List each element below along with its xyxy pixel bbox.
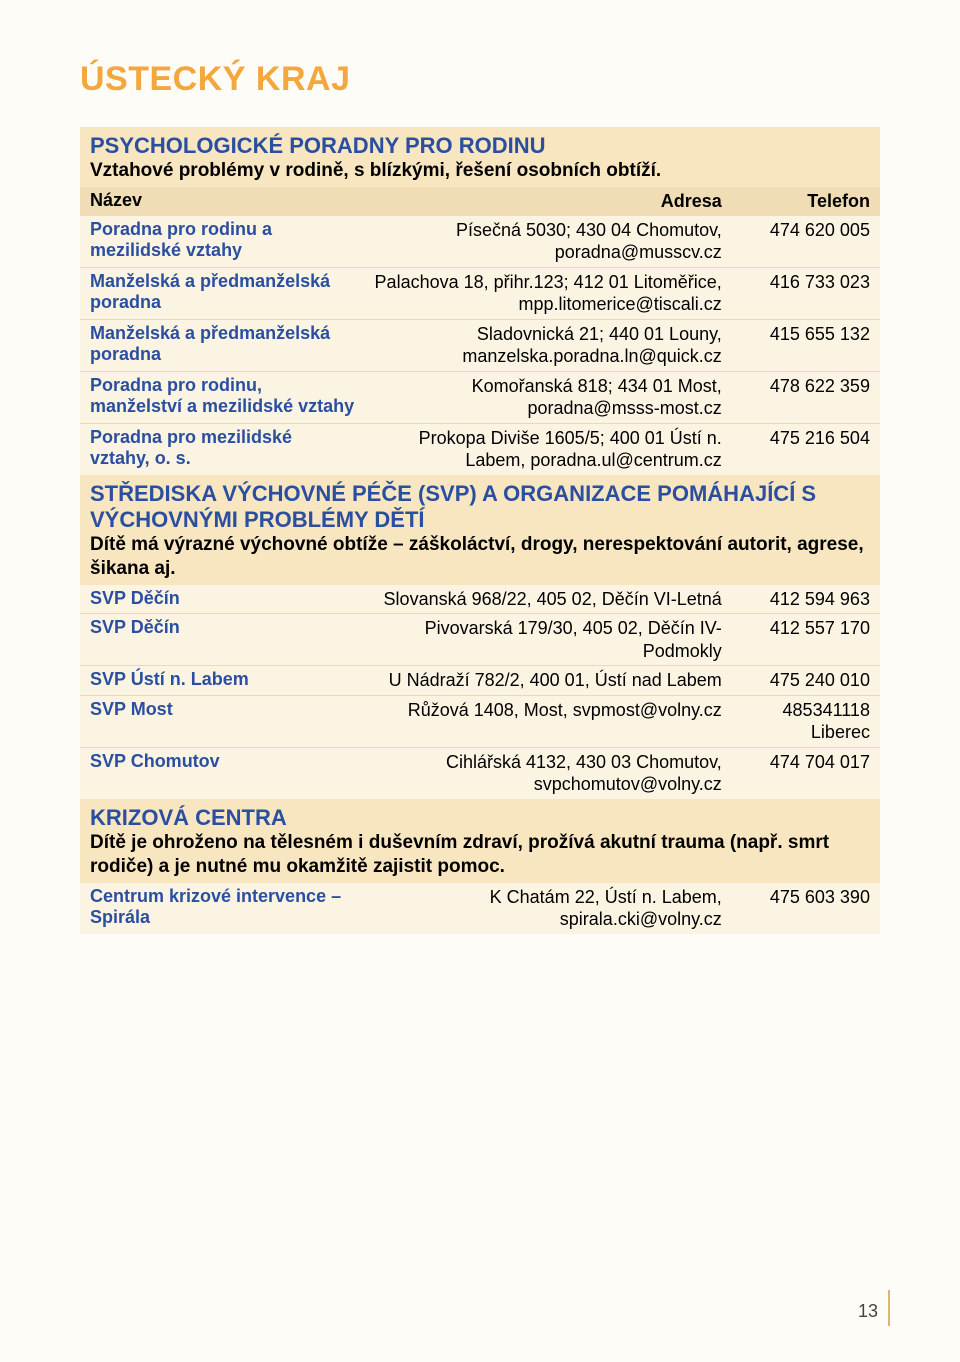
cell-tel: 474 704 017 (722, 751, 870, 774)
cell-addr: Růžová 1408, Most, svpmost@volny.cz (355, 699, 722, 722)
section-desc: Vztahové problémy v rodině, s blízkými, … (90, 159, 870, 183)
cell-name: SVP Most (90, 699, 355, 721)
cell-name: Manželská a předmanželská poradna (90, 323, 355, 366)
cell-tel: 475 603 390 (722, 886, 870, 909)
table-row: SVP Děčín Slovanská 968/22, 405 02, Děčí… (80, 585, 880, 615)
table-body-svp: SVP Děčín Slovanská 968/22, 405 02, Děčí… (80, 585, 880, 799)
cell-addr: Slovanská 968/22, 405 02, Děčín VI-Letná (355, 588, 722, 611)
table-row: Manželská a předmanželská poradna Sladov… (80, 320, 880, 372)
section-header-svp: STŘEDISKA VÝCHOVNÉ PÉČE (SVP) A ORGANIZA… (80, 475, 880, 585)
section-title: KRIZOVÁ CENTRA (90, 805, 870, 831)
cell-name: SVP Děčín (90, 588, 355, 610)
section-desc: Dítě má výrazné výchovné obtíže – záškol… (90, 533, 870, 581)
cell-addr: K Chatám 22, Ústí n. Labem, spirala.cki@… (355, 886, 722, 931)
cell-tel: 485341118 Liberec (722, 699, 870, 744)
col-adresa: Adresa (355, 190, 722, 213)
table-row: SVP Chomutov Cihlářská 4132, 430 03 Chom… (80, 748, 880, 799)
cell-name: Poradna pro rodinu, manželství a mezilid… (90, 375, 355, 418)
page-title: ÚSTECKÝ KRAJ (80, 60, 880, 99)
cell-tel: 415 655 132 (722, 323, 870, 346)
table-row: SVP Ústí n. Labem U Nádraží 782/2, 400 0… (80, 666, 880, 696)
cell-name: Poradna pro rodinu a mezilidské vztahy (90, 219, 355, 262)
cell-addr: Komořanská 818; 434 01 Most, poradna@mss… (355, 375, 722, 420)
cell-addr: Sladovnická 21; 440 01 Louny, manzelska.… (355, 323, 722, 368)
section-title: PSYCHOLOGICKÉ PORADNY PRO RODINU (90, 133, 870, 159)
cell-name: Poradna pro mezilidské vztahy, o. s. (90, 427, 355, 470)
cell-addr: Cihlářská 4132, 430 03 Chomutov, svpchom… (355, 751, 722, 796)
col-telefon: Telefon (722, 190, 870, 213)
section-header-krizova: KRIZOVÁ CENTRA Dítě je ohroženo na těles… (80, 799, 880, 883)
cell-name: SVP Ústí n. Labem (90, 669, 355, 691)
table-row: Poradna pro rodinu a mezilidské vztahy P… (80, 216, 880, 268)
cell-addr: Pivovarská 179/30, 405 02, Děčín IV-Podm… (355, 617, 722, 662)
table-body-krizova: Centrum krizové intervence – Spirála K C… (80, 883, 880, 934)
cell-tel: 416 733 023 (722, 271, 870, 294)
col-nazev: Název (90, 190, 355, 213)
cell-tel: 478 622 359 (722, 375, 870, 398)
table-row: Manželská a předmanželská poradna Palach… (80, 268, 880, 320)
page-number: 13 (858, 1301, 878, 1322)
footer-divider (888, 1290, 890, 1326)
cell-name: SVP Děčín (90, 617, 355, 639)
table-row: Centrum krizové intervence – Spirála K C… (80, 883, 880, 934)
cell-tel: 475 240 010 (722, 669, 870, 692)
table-row: SVP Most Růžová 1408, Most, svpmost@voln… (80, 696, 880, 748)
cell-addr: Prokopa Diviše 1605/5; 400 01 Ústí n. La… (355, 427, 722, 472)
cell-name: Centrum krizové intervence – Spirála (90, 886, 355, 929)
section-title: STŘEDISKA VÝCHOVNÉ PÉČE (SVP) A ORGANIZA… (90, 481, 870, 534)
cell-name: Manželská a předmanželská poradna (90, 271, 355, 314)
cell-addr: Palachova 18, přihr.123; 412 01 Litoměři… (355, 271, 722, 316)
cell-tel: 474 620 005 (722, 219, 870, 242)
cell-addr: Písečná 5030; 430 04 Chomutov, poradna@m… (355, 219, 722, 264)
table-header-row: Název Adresa Telefon (80, 187, 880, 216)
table-row: SVP Děčín Pivovarská 179/30, 405 02, Děč… (80, 614, 880, 666)
cell-addr: U Nádraží 782/2, 400 01, Ústí nad Labem (355, 669, 722, 692)
section-header-poradny: PSYCHOLOGICKÉ PORADNY PRO RODINU Vztahov… (80, 127, 880, 187)
section-desc: Dítě je ohroženo na tělesném i duševním … (90, 831, 870, 879)
table-row: Poradna pro rodinu, manželství a mezilid… (80, 372, 880, 424)
table-body-poradny: Poradna pro rodinu a mezilidské vztahy P… (80, 216, 880, 475)
cell-tel: 475 216 504 (722, 427, 870, 450)
cell-tel: 412 557 170 (722, 617, 870, 640)
table-row: Poradna pro mezilidské vztahy, o. s. Pro… (80, 424, 880, 475)
cell-tel: 412 594 963 (722, 588, 870, 611)
cell-name: SVP Chomutov (90, 751, 355, 773)
